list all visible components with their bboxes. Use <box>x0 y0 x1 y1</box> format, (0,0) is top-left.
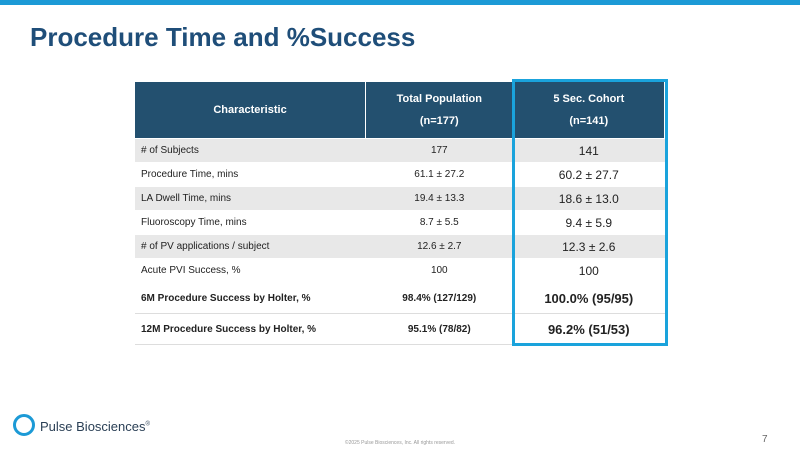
row-label: 12M Procedure Success by Holter, % <box>135 313 366 345</box>
cell: 12.3 ± 2.6 <box>513 234 665 259</box>
header-line: (n=141) <box>569 115 609 127</box>
row-label: Acute PVI Success, % <box>135 258 366 283</box>
column-header: Characteristic <box>135 82 366 139</box>
cell: 100 <box>365 258 514 283</box>
row-label: Procedure Time, mins <box>135 162 366 187</box>
table-row: # of PV applications / subject 12.6 ± 2.7… <box>135 234 665 259</box>
cell: 12.6 ± 2.7 <box>365 234 514 259</box>
header-line: Total Population <box>396 93 482 105</box>
table-row: Acute PVI Success, % 100 100 <box>135 258 665 283</box>
cell: 95.1% (78/82) <box>365 313 514 345</box>
cell: 61.1 ± 27.2 <box>365 162 514 187</box>
logo-mark: ® <box>145 421 150 428</box>
data-table: Characteristic Total Population (n=177) 5 S… <box>135 82 666 345</box>
cell: 100 <box>513 258 665 283</box>
logo-text: Pulse Biosciences <box>40 419 146 434</box>
cell: 18.6 ± 13.0 <box>513 186 665 211</box>
row-label: Fluoroscopy Time, mins <box>135 210 366 235</box>
top-bar <box>0 0 800 5</box>
cell: 177 <box>365 138 514 163</box>
header-line: 5 Sec. Cohort <box>553 93 625 105</box>
logo: Pulse Biosciences® <box>40 419 150 434</box>
table-row: LA Dwell Time, mins 19.4 ± 13.3 18.6 ± 13.… <box>135 186 665 211</box>
row-label: # of Subjects <box>135 138 366 163</box>
cell: 100.0% (95/95) <box>513 282 665 314</box>
table-row: Fluoroscopy Time, mins 8.7 ± 5.5 9.4 ± 5.9 <box>135 210 665 235</box>
column-header: Total Population (n=177) <box>365 82 514 139</box>
row-label: # of PV applications / subject <box>135 234 366 259</box>
copyright: ©2025 Pulse Biosciences, Inc. All rights… <box>344 440 456 446</box>
row-label: 6M Procedure Success by Holter, % <box>135 282 366 314</box>
table-row: Procedure Time, mins 61.1 ± 27.2 60.2 ± 27… <box>135 162 665 187</box>
slide-title: Procedure Time and %Success <box>30 22 416 52</box>
highlight-box <box>512 79 668 346</box>
table-row: 12M Procedure Success by Holter, % 95.1% … <box>135 313 665 345</box>
cell: 98.4% (127/129) <box>365 282 514 314</box>
header-line: (n=177) <box>419 115 459 127</box>
header-line: Characteristic <box>213 104 287 116</box>
cell: 141 <box>513 138 665 163</box>
logo-icon <box>13 414 35 436</box>
cell: 8.7 ± 5.5 <box>365 210 514 235</box>
row-label: LA Dwell Time, mins <box>135 186 366 211</box>
cell: 19.4 ± 13.3 <box>365 186 514 211</box>
page-number: 7 <box>762 434 768 445</box>
table-row: # of Subjects 177 141 <box>135 138 665 163</box>
table-row: 6M Procedure Success by Holter, % 98.4% (… <box>135 282 665 314</box>
cell: 9.4 ± 5.9 <box>513 210 665 235</box>
cell: 60.2 ± 27.7 <box>513 162 665 187</box>
column-header: 5 Sec. Cohort (n=141) <box>513 82 666 139</box>
cell: 96.2% (51/53) <box>513 313 665 345</box>
